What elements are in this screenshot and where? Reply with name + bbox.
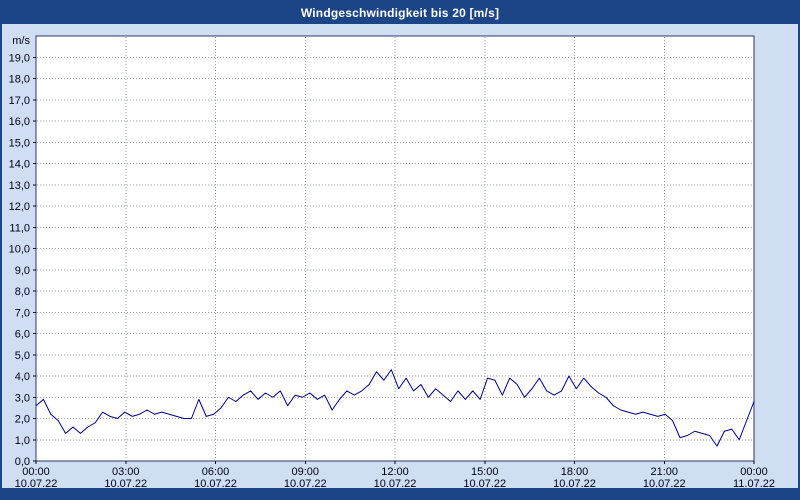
svg-text:13,0: 13,0: [9, 180, 30, 192]
svg-text:00:00: 00:00: [22, 466, 50, 478]
svg-text:18,0: 18,0: [9, 74, 30, 86]
svg-text:10.07.22: 10.07.22: [104, 478, 147, 488]
svg-text:9,0: 9,0: [15, 265, 30, 277]
svg-text:18:00: 18:00: [561, 466, 589, 478]
svg-text:2,0: 2,0: [15, 414, 30, 426]
svg-text:15:00: 15:00: [471, 466, 499, 478]
svg-text:15,0: 15,0: [9, 137, 30, 149]
svg-text:00:00: 00:00: [740, 466, 768, 478]
axis-ticks: [33, 56, 755, 464]
svg-text:09:00: 09:00: [291, 466, 319, 478]
y-axis-unit-label: m/s: [12, 35, 30, 47]
svg-text:6,0: 6,0: [15, 329, 30, 341]
svg-text:12:00: 12:00: [381, 466, 409, 478]
svg-text:10,0: 10,0: [9, 244, 30, 256]
svg-text:21:00: 21:00: [650, 466, 678, 478]
page-title: Windgeschwindigkeit bis 20 [m/s]: [300, 6, 500, 20]
svg-text:10.07.22: 10.07.22: [553, 478, 596, 488]
svg-text:7,0: 7,0: [15, 307, 30, 319]
svg-text:10.07.22: 10.07.22: [643, 478, 686, 488]
x-axis-labels: 00:00 03:00 06:00 09:00 12:00 15:00 18:00 21:00…: [15, 466, 775, 488]
svg-text:10.07.22: 10.07.22: [15, 478, 58, 488]
wind-speed-series-line: [35, 369, 755, 447]
svg-text:10.07.22: 10.07.22: [463, 478, 506, 488]
wind-speed-chart: 0,0 1,0 2,0 3,0 4,0 5,0 6,0 7,0 8,0 9,0 10,0 11,0 12…: [9, 35, 775, 488]
svg-text:1,0: 1,0: [15, 435, 30, 447]
svg-text:11,0: 11,0: [9, 222, 30, 234]
svg-text:10.07.22: 10.07.22: [194, 478, 237, 488]
svg-text:03:00: 03:00: [112, 466, 140, 478]
svg-text:8,0: 8,0: [15, 286, 30, 298]
y-axis-labels: 0,0 1,0 2,0 3,0 4,0 5,0 6,0 7,0 8,0 9,0 10,0 11,0 12…: [9, 52, 30, 468]
svg-text:06:00: 06:00: [202, 466, 230, 478]
bottom-bar: [2, 488, 798, 498]
svg-text:12,0: 12,0: [9, 201, 30, 213]
svg-text:0,0: 0,0: [15, 456, 30, 468]
svg-text:10.07.22: 10.07.22: [284, 478, 327, 488]
svg-text:4,0: 4,0: [15, 371, 30, 383]
svg-text:14,0: 14,0: [9, 159, 30, 171]
gridlines: [37, 37, 753, 460]
svg-text:16,0: 16,0: [9, 116, 30, 128]
svg-text:5,0: 5,0: [15, 350, 30, 362]
svg-text:17,0: 17,0: [9, 95, 30, 107]
title-bar: Windgeschwindigkeit bis 20 [m/s]: [2, 2, 798, 24]
svg-text:10.07.22: 10.07.22: [374, 478, 417, 488]
svg-text:11.07.22: 11.07.22: [733, 478, 775, 488]
svg-text:3,0: 3,0: [15, 392, 30, 404]
svg-text:19,0: 19,0: [9, 52, 30, 64]
